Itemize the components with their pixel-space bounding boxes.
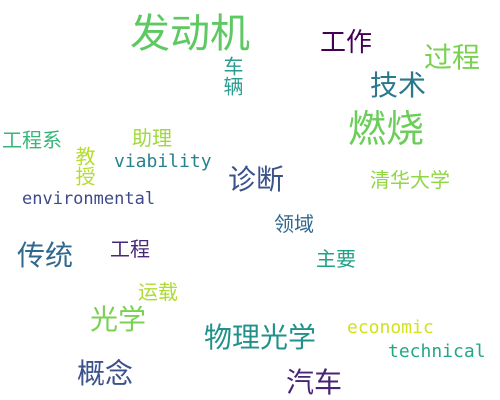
word-guocheng: 过程: [424, 41, 481, 74]
word-lingyu: 领域: [274, 212, 314, 236]
word-gongchengxi: 工程系: [2, 128, 62, 152]
word-zhuyao: 主要: [316, 247, 356, 271]
word-technical: technical: [388, 341, 486, 362]
word-jiaoshou: 教授: [72, 146, 96, 186]
word-jishu: 技术: [370, 69, 427, 102]
word-yunzai: 运载: [138, 280, 178, 304]
word-zhenduan: 诊断: [228, 163, 285, 196]
word-fadongji: 发动机: [130, 11, 250, 57]
word-environmental: environmental: [22, 189, 156, 209]
word-qinghuadaxue: 清华大学: [370, 168, 450, 192]
word-gongcheng: 工程: [110, 237, 150, 261]
word-wuliguangxue: 物理光学: [204, 321, 317, 354]
word-viability: viability: [114, 151, 212, 172]
word-chuantong: 传统: [17, 239, 74, 272]
word-qiche: 汽车: [286, 366, 343, 399]
word-zhuli: 助理: [132, 126, 172, 150]
word-economic: economic: [347, 317, 434, 338]
word-guangxue: 光学: [90, 303, 147, 336]
word-ranshao: 燃烧: [348, 107, 425, 151]
word-cheliang: 车辆: [220, 56, 244, 96]
word-gongzuo: 工作: [320, 28, 373, 58]
word-gainian: 概念: [77, 357, 134, 390]
